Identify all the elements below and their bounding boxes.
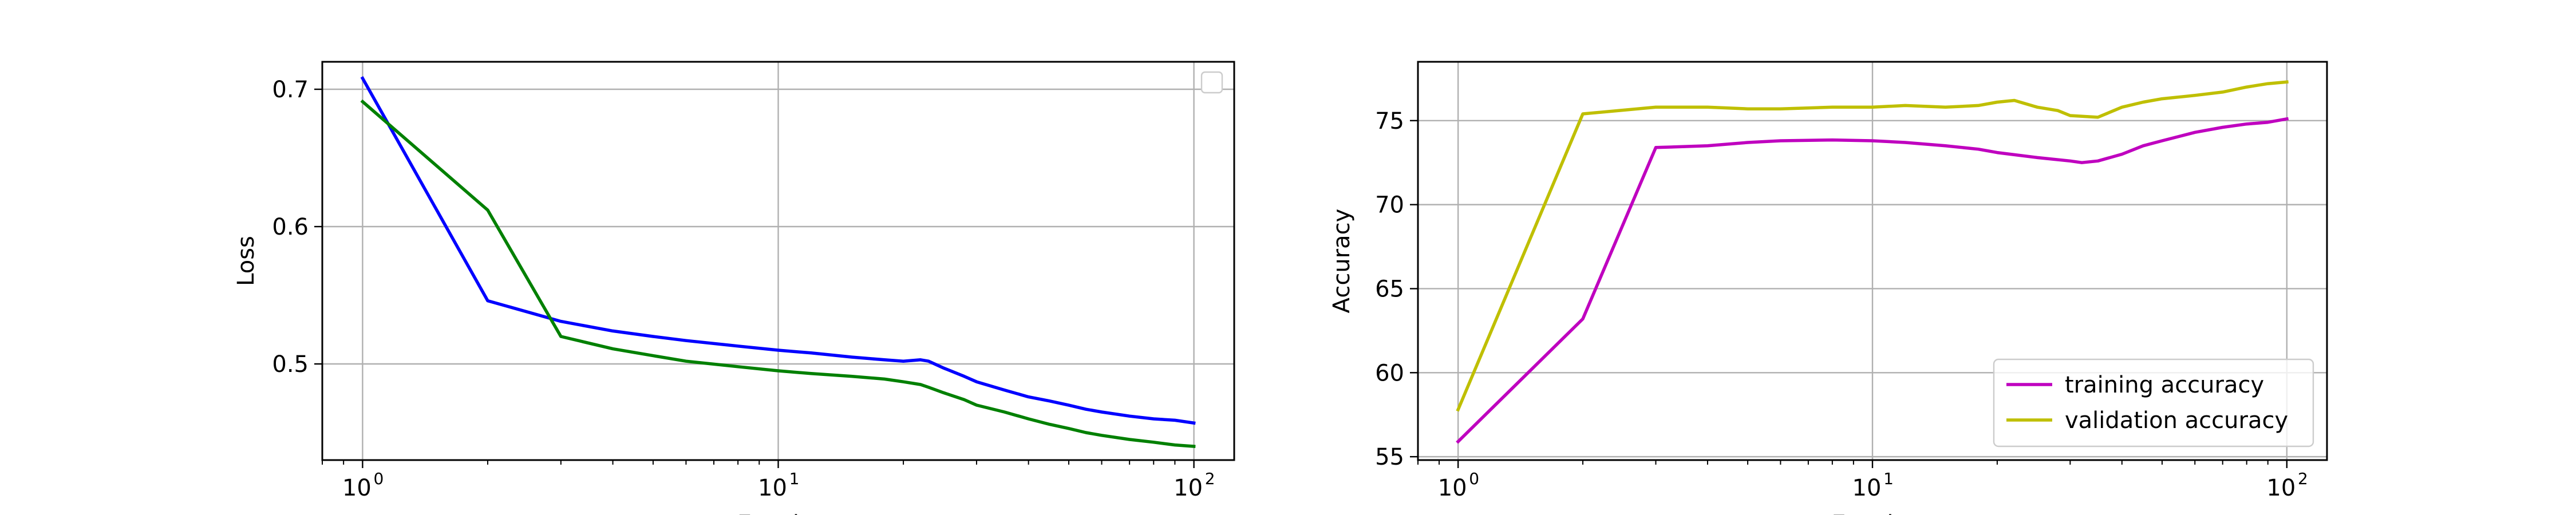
y-tick-label: 0.7 — [272, 77, 309, 103]
axes-frame — [321, 61, 1235, 461]
series-line-validation-accuracy — [1456, 80, 2289, 412]
legend-label-2: validation accuracy — [2065, 407, 2288, 434]
x-tick-label: 10 — [2266, 475, 2296, 501]
x-tick-base: 10 — [1852, 475, 1882, 501]
x-tick-exponent: 0 — [373, 469, 384, 488]
x-axis-label: Epochs — [737, 511, 819, 515]
x-tick-exponent: 2 — [1205, 469, 1215, 488]
chart-panel-2: 1001011025560657075AccuracyEpochstrainin… — [1329, 61, 2328, 515]
y-tick-label: 60 — [1375, 360, 1404, 386]
y-tick-label: 0.5 — [272, 351, 309, 378]
x-tick-exponent: 1 — [1883, 469, 1894, 488]
y-tick-label: 55 — [1375, 444, 1404, 470]
legend-box-empty — [1200, 71, 1223, 94]
series-line-training-accuracy — [1456, 117, 2289, 444]
x-axis-label: Epochs — [1831, 511, 1913, 515]
x-tick-label: 10 — [342, 475, 372, 501]
x-tick-label: 10 — [1438, 475, 1467, 501]
y-axis-label: Loss — [233, 236, 259, 286]
legend-label-1: training accuracy — [2065, 372, 2264, 398]
x-tick-exponent: 1 — [789, 469, 800, 488]
x-tick-base: 10 — [1438, 475, 1467, 501]
x-tick-base: 10 — [2266, 475, 2296, 501]
x-tick-base: 10 — [342, 475, 372, 501]
x-tick-base: 10 — [1174, 475, 1203, 501]
x-tick-label: 10 — [758, 475, 787, 501]
legend-box — [1993, 358, 2314, 447]
x-tick-exponent: 0 — [1469, 469, 1479, 488]
x-tick-label: 10 — [1852, 475, 1882, 501]
series-line-series-2 — [360, 99, 1196, 448]
series-line-series-1 — [360, 76, 1196, 425]
y-tick-label: 70 — [1375, 192, 1404, 219]
y-tick-label: 0.6 — [272, 214, 309, 240]
x-tick-base: 10 — [758, 475, 787, 501]
panels: 1001011020.50.60.7LossEpochs100101102556… — [233, 61, 2328, 515]
y-tick-label: 75 — [1375, 108, 1404, 134]
axes-frame — [1417, 61, 2328, 461]
x-tick-exponent: 2 — [2298, 469, 2308, 488]
y-tick-label: 65 — [1375, 276, 1404, 302]
y-axis-label: Accuracy — [1329, 209, 1355, 314]
x-tick-label: 10 — [1174, 475, 1203, 501]
